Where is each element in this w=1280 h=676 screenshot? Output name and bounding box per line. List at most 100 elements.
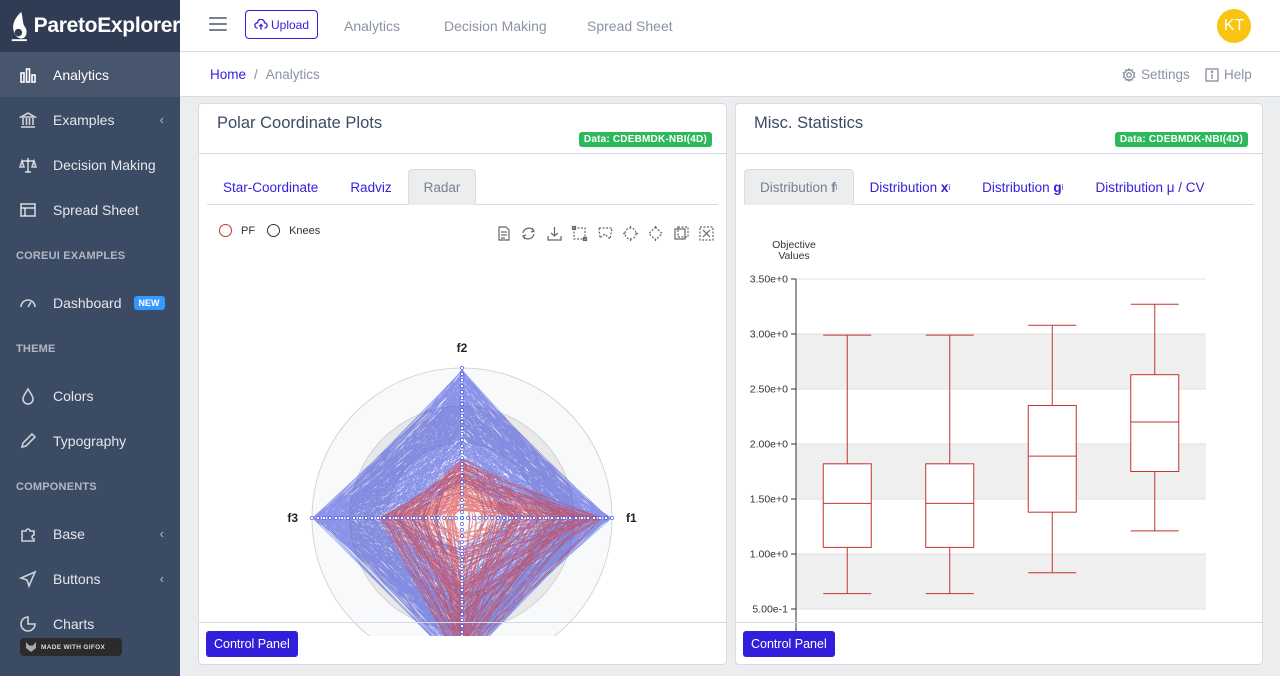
radar-point [460, 366, 464, 370]
brand-name: ParetoExplorer [33, 14, 180, 37]
top-link-analytics[interactable]: Analytics [344, 18, 401, 34]
boxplot-box-f3[interactable] [1027, 324, 1077, 574]
tab-radar[interactable]: Radar [407, 169, 477, 205]
radar-point [442, 516, 446, 520]
sidebar-item-typography[interactable]: Typography [0, 418, 180, 463]
radar-point [448, 516, 452, 520]
sidebar-item-label: Buttons [53, 570, 101, 587]
menu-toggle-icon[interactable] [209, 17, 227, 31]
y-tick-label: 2.00e+0 [750, 439, 788, 451]
gifox-watermark: MADE WITH GIFOX [20, 638, 122, 656]
sidebar-item-decision-making[interactable]: Decision Making [0, 142, 180, 187]
sidebar-item-examples[interactable]: Examples ‹ [0, 97, 180, 142]
radar-point [568, 516, 572, 520]
tab-radviz[interactable]: Radviz [350, 180, 392, 195]
radar-point [460, 576, 464, 580]
help-label: Help [1224, 67, 1252, 82]
radar-point [460, 390, 464, 394]
tab-symbol: x [940, 180, 949, 195]
radar-point [598, 516, 602, 520]
sidebar-item-label: Spread Sheet [53, 201, 139, 218]
save-image-icon[interactable] [546, 225, 563, 242]
radar-point [460, 444, 464, 448]
rect-select-icon[interactable] [571, 225, 588, 242]
control-panel-button[interactable]: Control Panel [206, 631, 298, 657]
legend-marker [267, 224, 281, 237]
settings-link[interactable]: Settings [1122, 67, 1190, 82]
radar-point [592, 516, 596, 520]
brand[interactable]: ParetoExplorer [0, 0, 180, 52]
tab-star-coordinate[interactable]: Star-Coordinate [223, 180, 319, 195]
radar-point [412, 516, 416, 520]
upload-label: Upload [270, 17, 310, 32]
radar-point [460, 546, 464, 550]
sidebar-item-label: Dashboard [53, 294, 122, 311]
radar-point [382, 516, 386, 520]
control-panel-button[interactable]: Control Panel [743, 631, 835, 657]
bar-chart-icon [18, 65, 38, 85]
data-view-icon[interactable] [495, 225, 512, 242]
sidebar-item-colors[interactable]: Colors [0, 373, 180, 418]
polygon-select-icon[interactable] [597, 225, 614, 242]
sidebar-item-analytics[interactable]: Analytics [0, 52, 180, 97]
radar-point [556, 516, 560, 520]
tab-distribution-mu-cv[interactable]: Distribution μ / CV [1079, 169, 1220, 205]
boxplot-box-f4[interactable] [1130, 303, 1180, 532]
breadcrumb-bar: Home / Analytics Settings Help [180, 52, 1280, 97]
sidebar-item-dashboard[interactable]: Dashboard NEW [0, 280, 180, 325]
breadcrumb: Home / Analytics [210, 67, 320, 82]
gear-icon [1122, 67, 1136, 82]
radar-point [400, 516, 404, 520]
radar-point [460, 402, 464, 406]
radar-point [358, 516, 362, 520]
radar-point [436, 516, 440, 520]
restore-icon[interactable] [520, 225, 537, 242]
sidebar-item-buttons[interactable]: Buttons ‹ [0, 556, 180, 601]
boxplot-box-f2[interactable] [925, 334, 975, 595]
spreadsheet-icon [18, 200, 38, 220]
y-tick-label: 3.00e+0 [750, 329, 788, 341]
clear-select-icon[interactable] [673, 225, 690, 242]
breadcrumb-home[interactable]: Home [210, 67, 247, 82]
sidebar-item-base[interactable]: Base ‹ [0, 511, 180, 556]
tab-symbol: f [831, 180, 836, 195]
radar-point [532, 516, 536, 520]
top-link-spread-sheet[interactable]: Spread Sheet [587, 18, 673, 34]
radar-point [460, 564, 464, 568]
user-avatar[interactable]: KT [1217, 9, 1251, 43]
radar-point [460, 534, 464, 538]
sidebar-item-charts[interactable]: Charts [0, 601, 180, 646]
radar-point [460, 384, 464, 388]
radar-point [586, 516, 590, 520]
sidebar-item-label: Analytics [53, 66, 110, 83]
legend-item-pf[interactable]: PF [219, 224, 255, 237]
radar-point [460, 618, 464, 622]
legend-marker [219, 224, 232, 237]
sidebar: ParetoExplorer Analytics Examples ‹ Deci… [0, 0, 180, 676]
lasso-select-icon[interactable] [622, 225, 639, 242]
keep-select-icon[interactable] [647, 225, 664, 242]
tab-subscript: i [1061, 183, 1064, 192]
brush-clear-icon[interactable] [698, 225, 715, 242]
section-title-coreui: COREUI EXAMPLES [16, 250, 126, 262]
radar-point [460, 468, 464, 472]
radar-point [466, 516, 470, 520]
radar-point [460, 570, 464, 574]
help-link[interactable]: Help [1205, 67, 1252, 82]
sidebar-item-spread-sheet[interactable]: Spread Sheet [0, 187, 180, 232]
radar-point [328, 516, 332, 520]
upload-button[interactable]: Upload [245, 10, 318, 39]
sidebar-item-label: Typography [53, 432, 127, 449]
top-link-decision-making[interactable]: Decision Making [444, 18, 547, 34]
radar-point [538, 516, 542, 520]
legend-item-knees[interactable]: Knees [267, 224, 320, 237]
cloud-upload-icon [254, 18, 268, 30]
radar-point [514, 516, 518, 520]
pie-chart-icon [18, 614, 38, 634]
boxplot-box-f1[interactable] [822, 334, 872, 595]
radar-point [508, 516, 512, 520]
